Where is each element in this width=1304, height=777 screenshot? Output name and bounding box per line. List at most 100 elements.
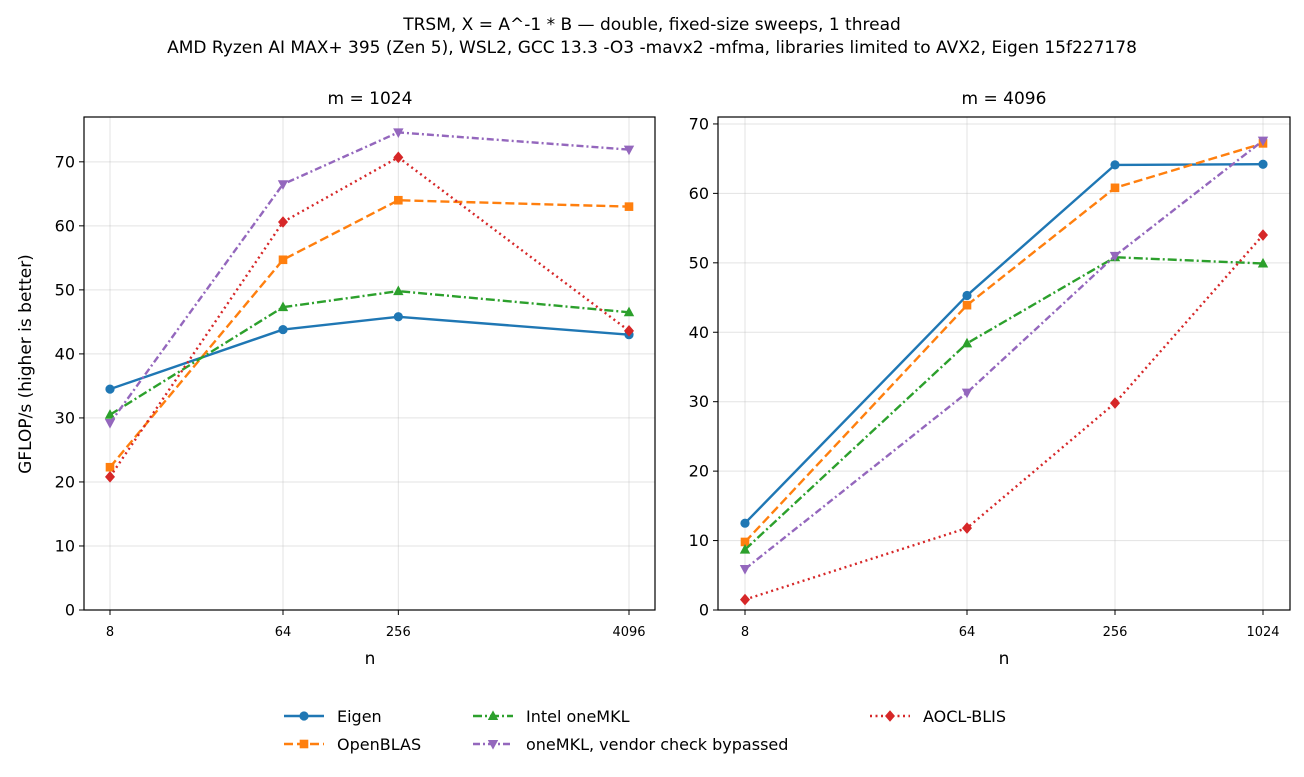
y-tick-label: 50 [689,253,709,272]
legend-label: OpenBLAS [337,735,421,754]
y-tick-label: 20 [55,472,75,491]
series-openblas [105,195,634,472]
y-tick-label: 20 [689,462,709,481]
data-point [1110,160,1120,170]
x-tick-label: 64 [275,625,292,640]
data-point [1257,257,1269,268]
y-tick-label: 50 [55,280,75,299]
legend-label: AOCL-BLIS [923,707,1006,726]
x-tick-label: 8 [106,625,114,640]
data-point [740,537,750,547]
x-tick-label: 64 [959,625,976,640]
x-axis-label: n [999,649,1010,669]
grid [84,117,655,611]
series-intel-onemkl [739,251,1269,554]
data-point [278,324,288,335]
legend-marker [299,711,309,721]
data-point [277,301,289,312]
data-point [277,180,289,190]
data-point [962,300,972,310]
y-tick-label: 0 [699,601,709,620]
legend: Eigen OpenBLAS Intel oneMKL oneMKL, vendor … [284,707,1006,754]
data-point [961,337,973,348]
y-tick-label: 10 [689,531,709,550]
subplot-title: m = 1024 [328,89,413,109]
series-group [104,128,635,483]
x-tick-label: 1024 [1246,625,1279,640]
x-axis-label: n [365,649,376,669]
data-point [393,151,404,164]
data-point [104,419,116,429]
legend-label: Eigen [337,707,382,726]
data-point [393,128,404,138]
subplot-m4096: m = 4096 n 0 10 20 30 40 50 60 70 8 64 256 1024 [689,89,1291,669]
series-onemkl-vendor-check-bypassed [104,128,635,429]
subplot-m1024: m = 1024 GFLOP/s (higher is better) n 0 1… [16,89,656,669]
series-line [109,131,630,424]
data-point [278,216,288,228]
data-point [1109,251,1121,262]
series-line [109,289,630,416]
legend-marker [487,740,499,750]
legend-item-aocl-blis: AOCL-BLIS [870,707,1006,726]
series-openblas [740,139,1268,547]
y-tick-label: 70 [55,152,75,171]
x-tick-label: 4096 [612,625,645,640]
data-point [1257,136,1269,147]
data-point [962,522,972,534]
legend-item-openblas: OpenBLAS [284,735,421,754]
y-tick-label: 60 [55,216,75,235]
data-point [624,202,634,211]
data-point [623,306,635,317]
data-point [623,145,635,156]
legend-marker [299,739,309,749]
x-tick-label: 256 [1103,625,1128,640]
series-aocl-blis [105,151,634,483]
y-tick-label: 70 [689,114,709,133]
series-group [739,136,1269,606]
data-point [1258,159,1268,169]
data-point [740,593,750,606]
data-point [624,325,634,337]
y-tick-label: 30 [689,392,709,411]
data-point [105,384,115,394]
series-line [744,139,1264,570]
legend-item-intel-onemkl: Intel oneMKL [473,707,630,726]
legend-marker [885,710,895,722]
plot-frame [717,116,1291,611]
series-onemkl-vendor-check-bypassed [739,136,1269,575]
data-point [393,312,403,322]
series-line [744,163,1264,525]
legend-marker [487,710,499,720]
data-point [1110,397,1120,409]
data-point [961,388,973,399]
legend-item-onemkl-vendor-check-bypassed: oneMKL, vendor check bypassed [473,735,788,754]
data-point [1258,229,1268,241]
series-eigen [105,312,634,394]
x-tick-label: 8 [741,625,749,640]
legend-label: oneMKL, vendor check bypassed [526,735,788,754]
data-point [105,462,115,472]
data-point [739,543,751,554]
grid [718,117,1290,611]
data-point [394,195,403,205]
data-point [1110,183,1120,193]
series-line [744,256,1264,551]
series-line [744,234,1264,601]
series-line [109,315,630,391]
data-point [393,285,404,296]
legend-item-eigen: Eigen [284,707,382,726]
series-aocl-blis [740,229,1268,606]
series-line [109,199,630,468]
y-tick-label: 30 [55,408,75,427]
data-point [278,255,288,265]
data-point [739,565,751,575]
plot-frame [83,116,656,611]
figure-title: TRSM, X = A^-1 * B — double, fixed-size … [402,15,901,35]
series-intel-onemkl [104,285,635,419]
subplot-title: m = 4096 [962,89,1047,109]
series-line [109,156,630,478]
data-point [962,290,972,301]
y-tick-label: 40 [689,323,709,342]
